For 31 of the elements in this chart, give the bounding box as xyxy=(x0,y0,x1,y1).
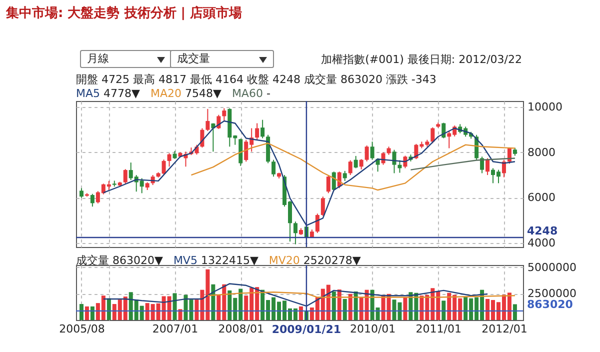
chart-title: 集中市場: 大盤走勢 技術分析 | 店頭市場 xyxy=(6,4,242,22)
x-tick-label: 2007/01 xyxy=(152,322,198,336)
x-tick-label: 2011/01 xyxy=(416,322,462,336)
annotation: 2520278▼ xyxy=(302,254,362,267)
text: 7548▼ xyxy=(184,87,222,100)
y-tick-label: 2500000 xyxy=(528,287,576,300)
ref-line-label: 4248 xyxy=(527,224,558,238)
text: 加權指數(#001) 最後日期: 2012/03/22 xyxy=(321,52,522,67)
text: 開盤 4725 最高 4817 最低 4164 收盤 4248 成交量 863020 漲跌 -343 xyxy=(76,72,436,87)
y-tick-label: 8000 xyxy=(528,146,556,159)
text: MA5 xyxy=(76,87,100,100)
y-tick-label: 4000 xyxy=(528,236,556,250)
x-tick-label: 2010/01 xyxy=(350,322,396,336)
dropdown-field: 月線 xyxy=(80,50,172,68)
x-tick-label: 2005/08 xyxy=(59,322,105,336)
text: MV20 xyxy=(268,254,300,267)
text: - xyxy=(265,87,272,100)
y-tick-label: 5000000 xyxy=(528,260,576,274)
y-tick-label: 10000 xyxy=(528,100,562,114)
text: 4778▼ xyxy=(102,87,141,100)
text: MA60 xyxy=(232,87,263,100)
y-tick-label: 6000 xyxy=(528,191,556,204)
text: MV5 xyxy=(173,254,198,267)
x-tick-label: 2008/01 xyxy=(218,322,264,336)
x-tick-label: 2012/01 xyxy=(482,322,528,336)
annotation: 1322415▼ xyxy=(200,254,260,267)
ref-line-label: 2009/01/21 xyxy=(272,323,342,336)
ref-line-label: 863020 xyxy=(527,298,574,311)
dropdown-field: 成交量 xyxy=(170,50,274,68)
annotation: 863020▼ xyxy=(111,254,164,267)
text: MA20 xyxy=(150,87,182,100)
